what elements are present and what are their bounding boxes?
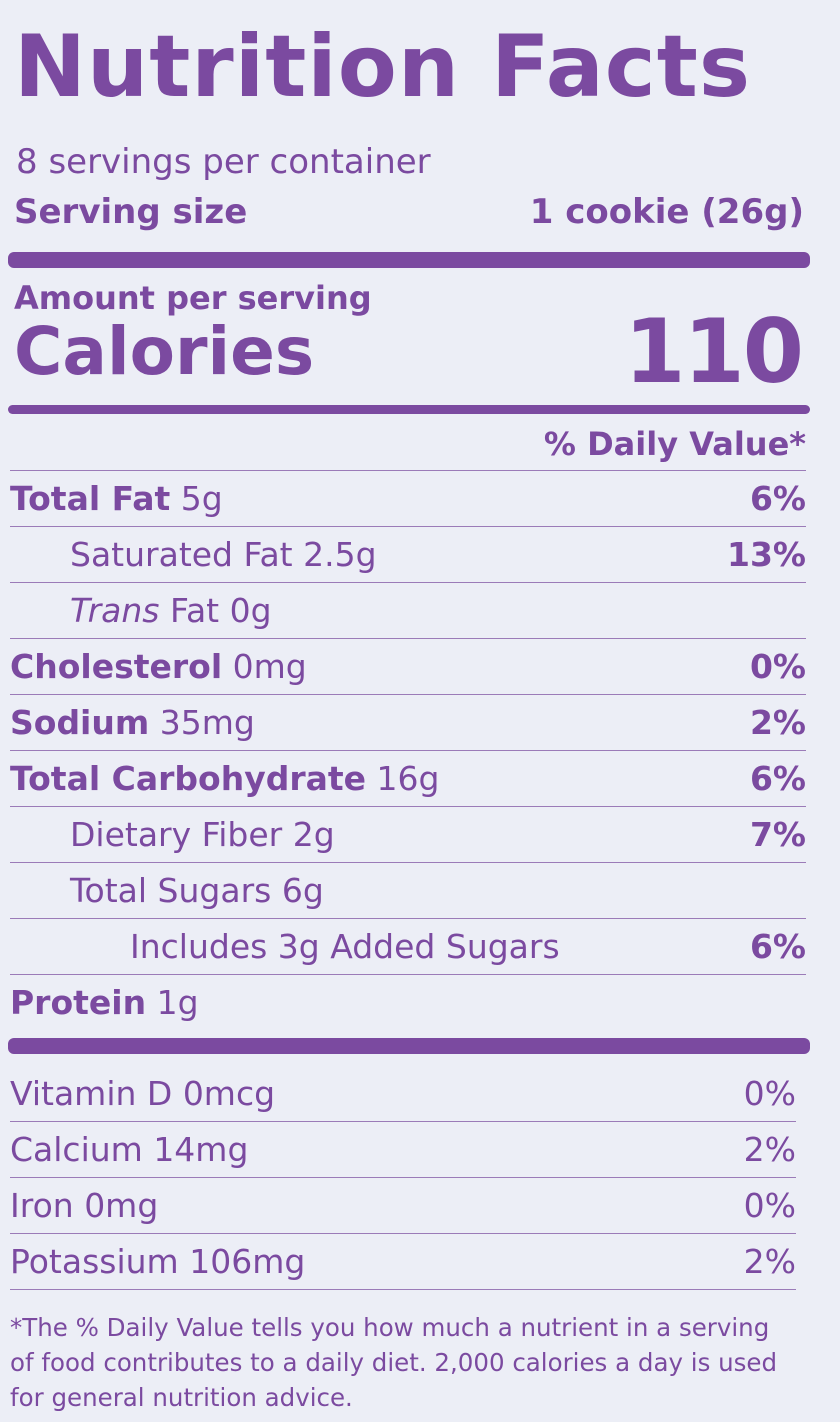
vitamin-row: Vitamin D 0mcg 0% (10, 1066, 796, 1122)
nutrient-row: Saturated Fat 2.5g 13% (10, 526, 806, 582)
nutrient-name: Dietary Fiber (70, 815, 283, 854)
medium-divider (8, 405, 810, 414)
thick-divider (8, 1038, 810, 1054)
vitamin-name: Potassium (10, 1242, 179, 1281)
calories-value: 110 (624, 300, 804, 403)
nutrient-name: Total Carbohydrate (10, 759, 367, 798)
nutrient-name: Saturated Fat (70, 535, 293, 574)
nutrient-row: Total Sugars 6g (10, 862, 806, 918)
thick-divider (8, 252, 810, 268)
vitamin-dv: 0% (743, 1186, 796, 1225)
nutrient-dv: 0% (749, 647, 806, 686)
nutrient-row: Total Fat 5g 6% (10, 470, 806, 526)
amount-per-serving: Amount per serving (14, 279, 372, 317)
nutrient-row: Dietary Fiber 2g 7% (10, 806, 806, 862)
nutrient-dv: 6% (749, 927, 806, 966)
nutrient-name: Total Fat (10, 479, 171, 518)
nutrient-dv: 7% (749, 815, 806, 854)
nutrient: Trans Fat 0g (70, 591, 272, 630)
nutrient-row: Includes 3g Added Sugars 6% (10, 918, 806, 974)
vitamin-row: Iron 0mg 0% (10, 1178, 796, 1234)
daily-value-header: % Daily Value* (543, 425, 806, 463)
title: Nutrition Facts (14, 17, 752, 117)
nutrient-name: Cholesterol (10, 647, 223, 686)
vitamin-rows: Vitamin D 0mcg 0% Calcium 14mg 2% Iron 0mg… (10, 1066, 796, 1290)
calories-label: Calories (14, 313, 315, 390)
nutrient-dv: 6% (749, 479, 806, 518)
nutrient: Protein 1g (10, 983, 199, 1022)
nutrient-amount: 2g (292, 815, 335, 854)
nutrient-name: Protein (10, 983, 147, 1022)
calories-row: Calories 110 (14, 300, 804, 403)
nutrient: Dietary Fiber 2g (70, 815, 335, 854)
vitamin-amount: 106mg (189, 1242, 306, 1281)
vitamin-row: Calcium 14mg 2% (10, 1122, 796, 1178)
serving-size-value: 1 cookie (26g) (529, 192, 804, 232)
vitamin: Iron 0mg (10, 1186, 158, 1225)
vitamin-row: Potassium 106mg 2% (10, 1234, 796, 1290)
serving-size-label: Serving size (14, 192, 248, 232)
vitamin-amount: 14mg (153, 1130, 249, 1169)
nutrient-rows: Total Fat 5g 6% Saturated Fat 2.5g 13% Tra… (10, 470, 806, 1030)
nutrient: Saturated Fat 2.5g (70, 535, 377, 574)
nutrient-row: Total Carbohydrate 16g 6% (10, 750, 806, 806)
vitamin-name: Calcium (10, 1130, 143, 1169)
nutrient-row: Protein 1g (10, 974, 806, 1030)
nutrient-amount: 1g (156, 983, 199, 1022)
nutrient-amount: 5g (180, 479, 223, 518)
nutrient-dv: 2% (749, 703, 806, 742)
vitamin: Potassium 106mg (10, 1242, 305, 1281)
vitamin-amount: 0mg (84, 1186, 159, 1225)
nutrient-amount: 2.5g (303, 535, 377, 574)
nutrient: Total Carbohydrate 16g (10, 759, 439, 798)
nutrient-amount: 16g (376, 759, 440, 798)
nutrient-row: Cholesterol 0mg 0% (10, 638, 806, 694)
nutrient-name-italic: Trans (70, 591, 160, 630)
nutrient-name: Total Sugars (70, 871, 272, 910)
nutrient-dv: 13% (727, 535, 806, 574)
vitamin-dv: 2% (743, 1242, 796, 1281)
nutrient: Total Fat 5g (10, 479, 223, 518)
nutrient-row: Sodium 35mg 2% (10, 694, 806, 750)
nutrient-row: Trans Fat 0g (10, 582, 806, 638)
nutrient-amount: 6g (281, 871, 324, 910)
nutrient-amount: 0mg (232, 647, 307, 686)
nutrient: Total Sugars 6g (70, 871, 324, 910)
vitamin: Calcium 14mg (10, 1130, 248, 1169)
nutrient-name: Sodium (10, 703, 150, 742)
vitamin-dv: 2% (743, 1130, 796, 1169)
vitamin-name: Vitamin D (10, 1074, 173, 1113)
footnote: *The % Daily Value tells you how much a … (10, 1313, 778, 1412)
nutrient: Sodium 35mg (10, 703, 255, 742)
nutrient-amount: 0g (229, 591, 272, 630)
vitamin: Vitamin D 0mcg (10, 1074, 275, 1113)
servings-per-container: 8 servings per container (16, 142, 431, 182)
nutrient-amount: 35mg (159, 703, 255, 742)
nutrient: Cholesterol 0mg (10, 647, 307, 686)
serving-size-row: Serving size 1 cookie (26g) (14, 190, 804, 234)
nutrient-dv: 6% (749, 759, 806, 798)
nutrient-name: Fat (170, 591, 220, 630)
vitamin-dv: 0% (743, 1074, 796, 1113)
vitamin-amount: 0mcg (182, 1074, 276, 1113)
vitamin-name: Iron (10, 1186, 74, 1225)
nutrient-name: Includes 3g Added Sugars (130, 927, 560, 966)
